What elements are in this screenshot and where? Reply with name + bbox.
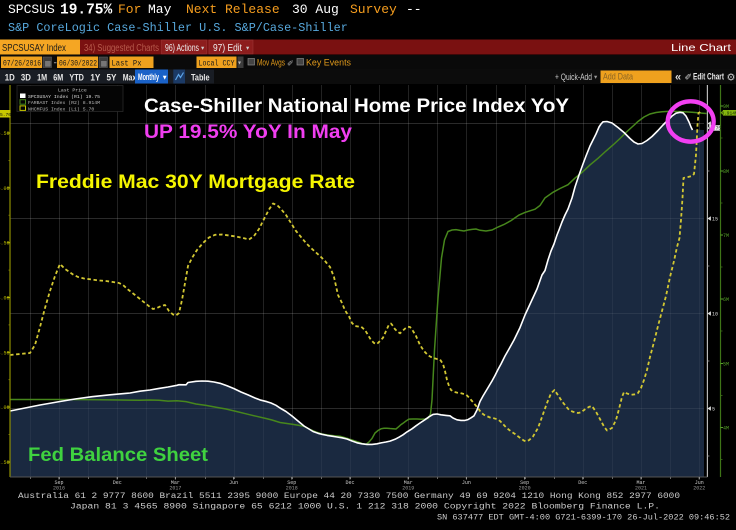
svg-text:Next Release: Next Release (186, 2, 280, 17)
svg-text:Monthly: Monthly (138, 72, 159, 82)
svg-text:07/26/2016: 07/26/2016 (3, 59, 41, 69)
svg-text:Local CCY: Local CCY (199, 59, 235, 69)
svg-text:4M: 4M (723, 426, 729, 432)
svg-text:1Y: 1Y (90, 73, 101, 84)
svg-text:NHCMFUS Index (L1) 5.70: NHCMFUS Index (L1) 5.70 (28, 106, 94, 112)
svg-text:Edit Chart: Edit Chart (693, 72, 724, 82)
svg-text:2022: 2022 (693, 486, 705, 492)
svg-text:Dec: Dec (578, 480, 587, 486)
svg-text:Freddie Mac 30Y Mortgage Rate: Freddie Mac 30Y Mortgage Rate (36, 172, 355, 193)
svg-text:--: -- (406, 2, 422, 17)
svg-text:Max: Max (123, 73, 137, 84)
svg-text:30 Aug: 30 Aug (292, 2, 339, 17)
svg-text:34) Suggested Charts: 34) Suggested Charts (84, 43, 159, 54)
svg-text:96) Actions: 96) Actions (165, 43, 199, 54)
svg-text:2018: 2018 (286, 486, 298, 492)
svg-text:SPCSUSAY Index (R1) 19.75: SPCSUSAY Index (R1) 19.75 (28, 94, 100, 100)
svg-text:2021: 2021 (635, 486, 647, 492)
svg-text:4.50: 4.50 (0, 241, 10, 247)
svg-text:-: - (53, 59, 58, 69)
svg-text:Key Events: Key Events (306, 58, 351, 68)
svg-text:YTD: YTD (69, 73, 84, 84)
svg-text:Jun: Jun (462, 480, 471, 486)
svg-text:5M: 5M (723, 362, 729, 368)
svg-text:▾: ▾ (201, 45, 205, 52)
svg-text:5Y: 5Y (107, 73, 118, 84)
svg-text:3.50: 3.50 (0, 350, 10, 356)
svg-text:10: 10 (712, 312, 718, 318)
svg-text:06/30/2022: 06/30/2022 (59, 59, 97, 69)
svg-text:9M: 9M (723, 104, 729, 110)
svg-text:▦: ▦ (45, 61, 52, 69)
svg-text:Mar: Mar (404, 480, 413, 486)
svg-text:⚙: ⚙ (727, 73, 736, 84)
svg-text:Add Data: Add Data (603, 72, 634, 83)
svg-text:3.00: 3.00 (0, 405, 10, 411)
svg-text:Japan 81 3 4565 8900 Si: Japan 81 3 4565 8900 Singapore 65 6212 1… (70, 502, 660, 512)
svg-text:5: 5 (712, 407, 715, 413)
svg-text:Mov Avgs: Mov Avgs (257, 58, 285, 68)
svg-text:7M: 7M (723, 233, 729, 239)
svg-text:Sep: Sep (520, 480, 529, 486)
svg-text:▾: ▾ (246, 45, 250, 52)
svg-text:Last Px: Last Px (112, 59, 142, 69)
svg-text:May: May (148, 2, 172, 17)
svg-text:1D: 1D (5, 73, 15, 84)
svg-text:4.00: 4.00 (0, 296, 10, 302)
svg-text:FARBAST Index (R2) 8.914M: FARBAST Index (R2) 8.914M (28, 100, 100, 106)
svg-text:Fed Balance Sheet: Fed Balance Sheet (28, 445, 209, 466)
svg-text:SN 637477 EDT GMT-4:00 G721-6: SN 637477 EDT GMT-4:00 G721-6399-170 26-… (437, 513, 730, 523)
svg-text:2017: 2017 (169, 486, 181, 492)
svg-text:UP 19.5% YoY In May: UP 19.5% YoY In May (144, 122, 352, 143)
svg-text:✐: ✐ (287, 59, 294, 68)
svg-text:«: « (675, 72, 681, 84)
svg-text:Dec: Dec (113, 480, 122, 486)
svg-text:▾: ▾ (238, 60, 241, 67)
svg-text:97) Edit: 97) Edit (213, 43, 242, 54)
svg-text:Case-Shiller National Home Pri: Case-Shiller National Home Price Index Y… (144, 96, 569, 117)
svg-text:2016: 2016 (53, 486, 65, 492)
svg-text:SPCSUSAY Index: SPCSUSAY Index (2, 43, 66, 54)
svg-text:S&P CoreLogic Case-Shiller U.S: S&P CoreLogic Case-Shiller U.S. S&P/Case… (8, 21, 348, 35)
svg-text:Mar: Mar (171, 480, 180, 486)
svg-text:Line Chart: Line Chart (671, 43, 731, 54)
svg-text:Jun: Jun (695, 480, 704, 486)
svg-text:19.75: 19.75 (708, 127, 722, 132)
svg-text:▾: ▾ (594, 74, 598, 81)
svg-text:8M: 8M (723, 169, 729, 175)
svg-text:Mar: Mar (636, 480, 645, 486)
svg-text:1M: 1M (37, 73, 47, 84)
svg-text:▼: ▼ (162, 75, 168, 82)
svg-text:6M: 6M (723, 297, 729, 303)
svg-text:2.50: 2.50 (0, 460, 10, 466)
svg-text:19.75%: 19.75% (60, 3, 113, 19)
svg-text:Sep: Sep (287, 480, 296, 486)
svg-text:✐: ✐ (685, 72, 693, 82)
svg-text:5.00: 5.00 (0, 186, 10, 192)
svg-text:5.70: 5.70 (0, 112, 11, 118)
svg-text:Survey: Survey (350, 2, 397, 17)
svg-text:Jun: Jun (229, 480, 238, 486)
svg-text:15: 15 (712, 217, 718, 223)
svg-text:6M: 6M (53, 73, 63, 84)
svg-text:8.914M: 8.914M (721, 111, 736, 117)
svg-text:2019: 2019 (402, 486, 414, 492)
svg-text:▦: ▦ (101, 61, 108, 69)
svg-text:For: For (118, 2, 141, 17)
svg-text:3D: 3D (21, 73, 31, 84)
svg-text:Dec: Dec (345, 480, 354, 486)
svg-text:SPCSUS: SPCSUS (8, 2, 55, 17)
svg-text:+ Quick-Add: + Quick-Add (555, 72, 592, 83)
svg-text:5.50: 5.50 (0, 131, 10, 137)
svg-text:Australia 61 2 9777 8600 Brazi: Australia 61 2 9777 8600 Brazil 5511 239… (18, 491, 680, 501)
svg-text:Table: Table (191, 73, 210, 84)
svg-text:Last Price: Last Price (58, 88, 87, 94)
svg-text:2020: 2020 (519, 486, 531, 492)
svg-text:Sep: Sep (54, 480, 63, 486)
